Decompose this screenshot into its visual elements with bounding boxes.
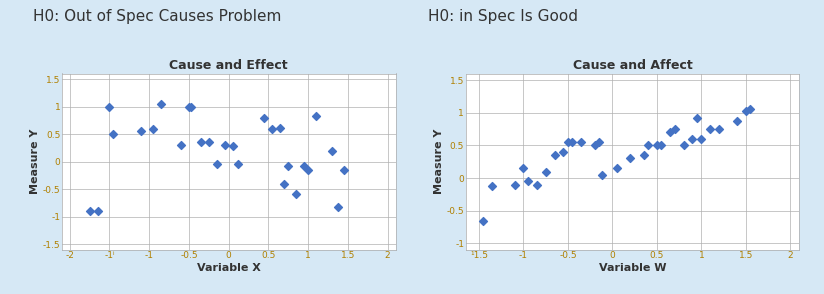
Y-axis label: Measure Y: Measure Y <box>433 129 444 194</box>
Point <box>588 143 602 148</box>
Point <box>103 104 116 109</box>
Point <box>194 140 208 145</box>
Point <box>232 162 245 167</box>
Point <box>202 140 215 145</box>
Point <box>539 169 552 174</box>
Point <box>655 143 668 148</box>
Point <box>337 168 350 172</box>
Point <box>508 182 521 187</box>
Point <box>182 104 195 109</box>
Point <box>278 181 291 186</box>
Point <box>637 153 650 158</box>
Point <box>274 125 287 130</box>
Point <box>517 166 530 171</box>
Point <box>566 140 579 144</box>
Point <box>134 129 147 134</box>
Point <box>641 143 654 148</box>
Point <box>210 162 223 167</box>
Point <box>691 116 704 120</box>
Point <box>592 140 606 144</box>
Point <box>713 127 726 131</box>
Point <box>332 205 345 209</box>
Point <box>744 107 757 112</box>
Point <box>668 127 681 131</box>
Point <box>650 143 663 148</box>
Point <box>695 136 708 141</box>
Point <box>302 168 315 172</box>
Point <box>595 172 608 177</box>
Point <box>282 164 295 168</box>
Y-axis label: Measure Y: Measure Y <box>30 129 40 194</box>
Point <box>91 209 104 214</box>
Point <box>155 101 168 106</box>
Point <box>175 143 188 148</box>
Point <box>561 140 574 144</box>
X-axis label: Variable X: Variable X <box>197 263 260 273</box>
Point <box>258 115 271 120</box>
Point <box>266 126 279 131</box>
Point <box>522 179 535 184</box>
Point <box>548 153 561 158</box>
Title: Cause and Affect: Cause and Affect <box>573 59 692 72</box>
Point <box>310 114 323 119</box>
Point <box>485 183 499 188</box>
Point <box>185 104 198 109</box>
Point <box>107 132 120 136</box>
Point <box>574 140 588 144</box>
Text: H0: Out of Spec Causes Problem: H0: Out of Spec Causes Problem <box>33 9 281 24</box>
Point <box>530 182 543 187</box>
Point <box>611 166 624 171</box>
X-axis label: Variable W: Variable W <box>599 263 666 273</box>
Point <box>83 209 96 214</box>
Point <box>677 143 691 148</box>
Point <box>704 127 717 131</box>
Point <box>325 148 339 153</box>
Point <box>624 156 637 161</box>
Point <box>739 109 752 114</box>
Point <box>289 191 302 196</box>
Title: Cause and Effect: Cause and Effect <box>170 59 288 72</box>
Point <box>297 164 311 168</box>
Point <box>218 143 232 148</box>
Point <box>477 218 490 223</box>
Point <box>557 150 570 154</box>
Point <box>663 130 677 135</box>
Point <box>226 144 239 148</box>
Point <box>730 118 743 123</box>
Text: H0: in Spec Is Good: H0: in Spec Is Good <box>428 9 578 24</box>
Point <box>686 136 699 141</box>
Point <box>147 126 160 131</box>
